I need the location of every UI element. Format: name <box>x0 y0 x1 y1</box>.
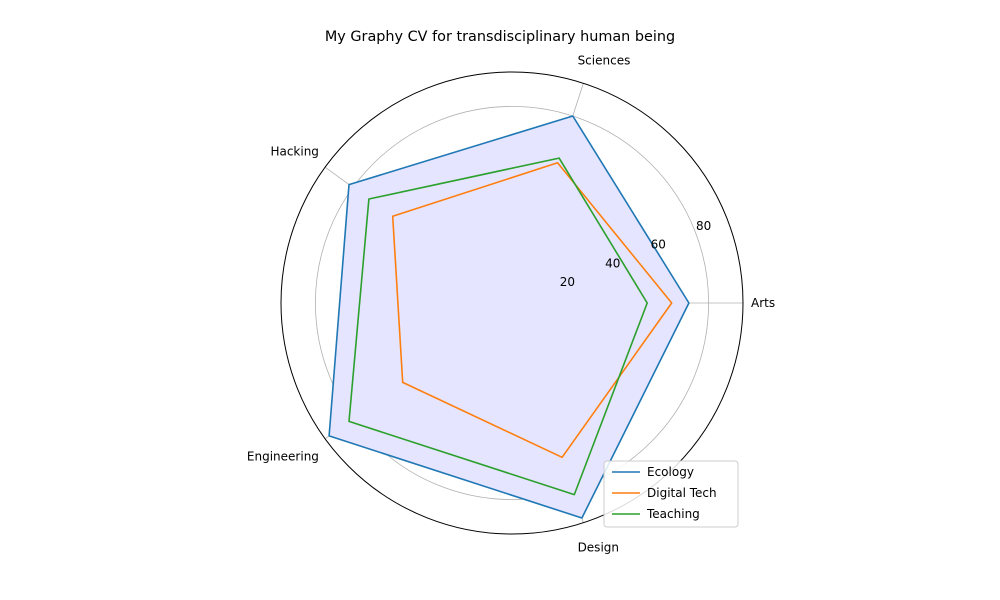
r-tick-label: 60 <box>651 238 666 252</box>
chart-title: My Graphy CV for transdisciplinary human… <box>325 29 675 45</box>
legend-box <box>603 460 739 528</box>
series-line-ecology <box>328 115 690 519</box>
legend-label: Ecology <box>647 465 694 479</box>
outer-frame <box>280 71 744 535</box>
r-tick-label: 80 <box>696 219 711 233</box>
series-fill-ecology <box>329 116 689 518</box>
axis-label-design: Design <box>578 541 619 555</box>
series-line-teaching <box>348 157 649 496</box>
legend-label: Teaching <box>646 507 700 521</box>
r-tick-label: 40 <box>605 256 620 270</box>
legend: Ecology Digital Tech Teaching <box>603 460 739 528</box>
legend-label: Digital Tech <box>647 486 717 500</box>
axis-label-sciences: Sciences <box>578 53 631 67</box>
axis-label-engineering: Engineering <box>247 450 319 464</box>
axis-label-arts: Arts <box>751 296 775 310</box>
fill-layer <box>329 116 689 518</box>
r-tick-label: 20 <box>560 275 575 289</box>
series-layer <box>328 115 690 519</box>
axis-label-hacking: Hacking <box>270 144 318 158</box>
label-layer: 20 40 60 80 Arts Sciences Hacking Engineering De… <box>247 53 775 554</box>
